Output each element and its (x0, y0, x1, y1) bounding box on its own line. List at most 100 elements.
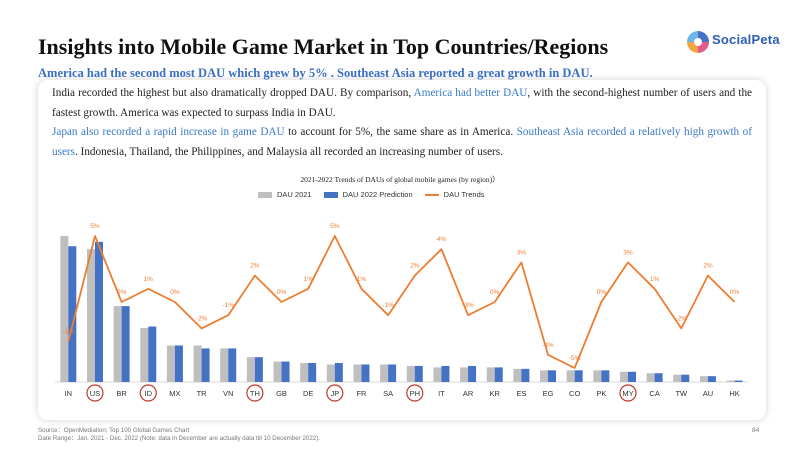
bar-dau-2021-vn (220, 348, 229, 382)
trend-label-co: -5% (569, 355, 581, 362)
bar-dau-2021-th (246, 357, 255, 382)
trend-label-gb: 0% (277, 289, 287, 296)
bar-dau-2022-gb (281, 361, 290, 382)
p1-text-a: India recorded the highest but also dram… (52, 87, 414, 99)
trend-label-id: 1% (144, 276, 154, 283)
bar-dau-2021-br (113, 306, 122, 382)
bar-dau-2022-tr (201, 348, 210, 382)
highlight-circle-jp (326, 384, 344, 402)
x-tick-vn: VN (223, 389, 233, 398)
trend-label-it: 4% (437, 236, 447, 243)
bar-dau-2021-mx (166, 345, 175, 382)
highlight-circle-ph (406, 384, 424, 402)
x-tick-kr: KR (490, 389, 501, 398)
bar-dau-2021-tr (193, 345, 202, 382)
footer-source: Source：OpenMediation; Top 100 Global Gam… (38, 427, 190, 434)
bar-dau-2021-eg (540, 370, 549, 382)
page-number: 84 (752, 427, 760, 434)
highlight-circle-my (619, 384, 637, 402)
trend-label-in: -3% (63, 329, 75, 336)
bar-dau-2021-au (699, 376, 708, 382)
x-tick-ar: AR (463, 389, 474, 398)
bar-dau-2021-pk (593, 370, 602, 382)
legend-swatch-dau-trends (424, 193, 439, 196)
bar-dau-2021-hk (726, 380, 735, 382)
bar-dau-2022-id (148, 326, 157, 382)
x-tick-fr: FR (356, 389, 367, 398)
x-tick-gb: GB (276, 389, 287, 398)
legend-label-dau-2021: DAU 2021 (277, 190, 312, 199)
content-panel (38, 80, 766, 420)
x-tick-eg: EG (543, 389, 554, 398)
legend-swatch-dau-2022 (323, 191, 338, 198)
bar-dau-2022-tw (681, 374, 690, 382)
trend-label-vn: -1% (222, 302, 234, 309)
bar-dau-2021-my (619, 371, 628, 382)
x-tick-ca: CA (649, 389, 659, 398)
trend-label-my: 3% (623, 249, 633, 256)
p2-text-b: to account for 5%, the same share as in … (284, 126, 517, 138)
trend-label-au: 2% (703, 263, 713, 270)
bar-dau-2022-es (521, 368, 530, 382)
x-tick-ph: PH (410, 389, 420, 398)
insight-paragraph-1: India recorded the highest but also dram… (52, 84, 752, 123)
x-tick-es: ES (516, 389, 526, 398)
trend-label-ph: 2% (410, 263, 420, 270)
trend-label-ca: 1% (650, 276, 660, 283)
bar-dau-2022-eg (548, 370, 557, 382)
bar-dau-2022-au (707, 376, 716, 382)
trend-label-th: 2% (250, 263, 260, 270)
page-subtitle: America had the second most DAU which gr… (38, 66, 593, 80)
x-tick-co: CO (569, 389, 580, 398)
trend-label-tw: -2% (675, 315, 687, 322)
trend-label-hk: 0% (730, 289, 740, 296)
footer-date-range: Date Range：Jan. 2021 - Dec. 2022 (Note: … (38, 435, 321, 442)
bar-dau-2022-de (308, 363, 317, 382)
bar-dau-2021-co (566, 370, 575, 382)
x-tick-hk: HK (729, 389, 739, 398)
bar-dau-2022-kr (494, 367, 503, 382)
trend-label-br: 0% (117, 289, 127, 296)
p2-highlight-a: Japan also recorded a rapid increase in … (52, 126, 285, 138)
bar-dau-2021-ph (406, 365, 415, 382)
trend-label-kr: 0% (490, 289, 500, 296)
bar-dau-2022-fr (361, 364, 370, 382)
bar-dau-2021-tw (673, 374, 682, 382)
bar-dau-2021-sa (380, 364, 389, 382)
bar-dau-2022-ar (468, 365, 477, 382)
footer-notes: Source：OpenMediation; Top 100 Global Gam… (38, 427, 320, 443)
bar-dau-2022-my (627, 371, 636, 382)
legend-label-dau-trends: DAU Trends (443, 190, 485, 199)
bar-dau-2021-it (433, 367, 442, 382)
highlight-circle-us (86, 384, 104, 402)
trend-label-ar: -3% (462, 302, 474, 309)
dau-chart: IN US BR ID MX TR VN TH GB DE JP FR SA PH IT AR KR ES EG CO… (55, 223, 748, 402)
dau-trend-line (67, 235, 736, 369)
trend-label-mx: 0% (170, 289, 180, 296)
bar-dau-2021-de (300, 363, 309, 382)
bar-dau-2022-pk (601, 370, 610, 382)
bar-dau-2022-it (441, 365, 450, 382)
bar-dau-2021-es (513, 368, 522, 382)
bar-dau-2021-ar (460, 367, 469, 382)
chart-title: 2021-2022 Trends of DAUs of global mobil… (300, 175, 500, 184)
bar-dau-2021-ca (646, 373, 655, 382)
insight-text: India recorded the highest but also dram… (52, 84, 752, 162)
x-tick-tw: TW (675, 389, 688, 398)
trend-label-fr: 1% (357, 276, 367, 283)
x-tick-au: AU (703, 389, 713, 398)
bar-dau-2021-kr (486, 367, 495, 382)
bar-dau-2022-co (574, 370, 583, 382)
trend-label-us: 5% (90, 223, 100, 230)
bar-dau-2021-jp (326, 364, 335, 382)
p1-text-c: , with the second-highest number of user… (52, 87, 752, 119)
x-tick-my: MY (622, 389, 633, 398)
p2-text-d: . Indonesia, Thailand, the Philippines, … (75, 145, 503, 158)
bar-dau-2022-mx (174, 345, 183, 382)
bar-dau-2021-id (140, 327, 149, 382)
highlight-circle-th (246, 384, 264, 402)
page-title: Insights into Mobile Game Market in Top … (38, 34, 609, 59)
trend-label-sa: -1% (382, 302, 394, 309)
bar-dau-2022-br (121, 306, 130, 382)
bar-dau-2021-us (86, 249, 95, 382)
